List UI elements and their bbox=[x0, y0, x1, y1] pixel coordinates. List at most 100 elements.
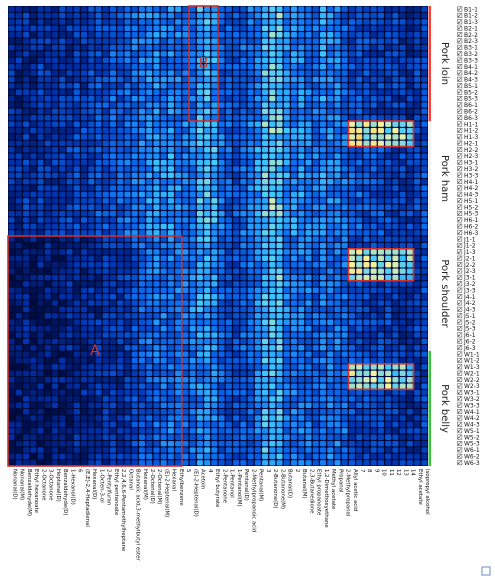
sample-checkbox[interactable] bbox=[457, 19, 463, 25]
heatmap-cell bbox=[204, 338, 211, 345]
sample-checkbox[interactable] bbox=[457, 76, 463, 82]
sample-checkbox[interactable] bbox=[457, 95, 463, 101]
sample-checkbox[interactable] bbox=[457, 204, 463, 210]
sample-checkbox[interactable] bbox=[457, 415, 463, 421]
sample-checkbox[interactable] bbox=[457, 166, 463, 172]
sample-checkbox[interactable] bbox=[457, 294, 463, 299]
sample-checkbox[interactable] bbox=[457, 57, 463, 63]
sample-checkbox[interactable] bbox=[457, 38, 463, 44]
sample-checkbox[interactable] bbox=[457, 274, 463, 280]
sample-checkbox[interactable] bbox=[457, 402, 463, 408]
sample-checkbox[interactable] bbox=[457, 370, 463, 376]
sample-checkbox[interactable] bbox=[457, 115, 463, 121]
sample-checkbox[interactable] bbox=[457, 262, 463, 268]
sample-checkbox[interactable] bbox=[457, 134, 463, 140]
sample-checkbox[interactable] bbox=[457, 345, 463, 351]
sample-checkbox[interactable] bbox=[457, 434, 463, 440]
sample-checkbox[interactable] bbox=[457, 364, 463, 370]
heatmap-cell bbox=[377, 95, 384, 102]
sample-checkbox[interactable] bbox=[457, 64, 463, 69]
heatmap-cell bbox=[218, 102, 225, 108]
sample-checkbox[interactable] bbox=[457, 108, 463, 114]
sample-checkbox[interactable] bbox=[457, 25, 463, 31]
heatmap-cell bbox=[392, 453, 399, 460]
sample-checkbox[interactable] bbox=[457, 383, 463, 389]
heatmap-cell bbox=[59, 121, 66, 127]
heatmap-cell bbox=[196, 262, 203, 268]
sample-checkbox[interactable] bbox=[457, 332, 463, 338]
sample-checkbox[interactable] bbox=[457, 70, 463, 76]
heatmap-cell bbox=[117, 281, 124, 287]
sample-checkbox[interactable] bbox=[457, 268, 463, 274]
sample-checkbox[interactable] bbox=[457, 453, 463, 459]
sample-checkbox[interactable] bbox=[457, 210, 463, 216]
sample-checkbox[interactable] bbox=[457, 236, 463, 242]
sample-checkbox[interactable] bbox=[457, 255, 463, 261]
sample-checkbox[interactable] bbox=[457, 357, 463, 363]
sample-checkbox[interactable] bbox=[457, 83, 463, 89]
sample-checkbox[interactable] bbox=[457, 147, 463, 153]
sample-checkbox[interactable] bbox=[457, 460, 463, 466]
sample-checkbox[interactable] bbox=[457, 153, 463, 159]
sample-checkbox[interactable] bbox=[457, 191, 463, 197]
heatmap-cell bbox=[182, 421, 189, 428]
sample-checkbox[interactable] bbox=[457, 447, 463, 453]
sample-checkbox[interactable] bbox=[457, 389, 463, 395]
sample-checkbox[interactable] bbox=[457, 249, 463, 255]
sample-checkbox[interactable] bbox=[457, 223, 463, 229]
heatmap-cell bbox=[88, 274, 95, 281]
sample-checkbox[interactable] bbox=[457, 127, 463, 133]
sample-checkbox[interactable] bbox=[457, 172, 463, 178]
sample-checkbox[interactable] bbox=[457, 102, 463, 108]
heatmap-cell bbox=[262, 325, 269, 332]
heatmap-cell bbox=[319, 415, 327, 421]
heatmap-cell bbox=[262, 19, 269, 25]
checkbox-mark: ✓ bbox=[457, 121, 462, 128]
sample-checkbox[interactable] bbox=[457, 12, 463, 18]
sample-checkbox[interactable] bbox=[457, 396, 463, 402]
heatmap-cell bbox=[88, 325, 95, 332]
sample-checkbox[interactable] bbox=[457, 428, 463, 434]
sample-checkbox[interactable] bbox=[457, 32, 463, 37]
heatmap-cell bbox=[175, 402, 182, 408]
sample-checkbox[interactable] bbox=[457, 179, 463, 184]
sample-checkbox[interactable] bbox=[457, 421, 463, 427]
sample-checkbox[interactable] bbox=[457, 409, 463, 414]
sample-checkbox[interactable] bbox=[457, 338, 463, 344]
sample-checkbox[interactable] bbox=[457, 300, 463, 306]
sample-checkbox[interactable] bbox=[457, 89, 463, 95]
sample-checkbox[interactable] bbox=[457, 121, 463, 127]
sample-checkbox[interactable] bbox=[457, 51, 463, 57]
heatmap-cell bbox=[370, 25, 377, 32]
sample-checkbox[interactable] bbox=[457, 140, 463, 146]
heatmap-cell bbox=[8, 440, 15, 447]
heatmap-cell bbox=[363, 159, 370, 166]
heatmap-cell bbox=[167, 204, 174, 210]
zoom-icon[interactable] bbox=[481, 566, 491, 576]
sample-checkbox[interactable] bbox=[457, 230, 463, 236]
heatmap-cell bbox=[131, 95, 138, 102]
sample-checkbox[interactable] bbox=[457, 281, 463, 287]
heatmap-cell bbox=[196, 300, 203, 306]
sample-checkbox[interactable] bbox=[457, 313, 463, 319]
sample-checkbox[interactable] bbox=[457, 287, 463, 293]
heatmap-cell bbox=[269, 377, 276, 383]
sample-checkbox[interactable] bbox=[457, 185, 463, 191]
sample-checkbox[interactable] bbox=[457, 351, 463, 357]
sample-checkbox[interactable] bbox=[457, 159, 463, 165]
heatmap-cell bbox=[334, 402, 341, 408]
sample-checkbox[interactable] bbox=[457, 198, 463, 204]
sample-checkbox[interactable] bbox=[457, 325, 463, 331]
heatmap-cell bbox=[146, 415, 153, 421]
heatmap-cell bbox=[247, 230, 254, 236]
sample-checkbox[interactable] bbox=[457, 6, 463, 12]
sample-checkbox[interactable] bbox=[457, 440, 463, 446]
heatmap-cell bbox=[124, 217, 131, 223]
heatmap-cell bbox=[291, 383, 298, 389]
sample-checkbox[interactable] bbox=[457, 44, 463, 50]
sample-checkbox[interactable] bbox=[457, 242, 463, 248]
sample-checkbox[interactable] bbox=[457, 306, 463, 312]
sample-checkbox[interactable] bbox=[457, 319, 463, 325]
sample-checkbox[interactable] bbox=[457, 217, 463, 223]
sample-checkbox[interactable] bbox=[457, 377, 463, 383]
